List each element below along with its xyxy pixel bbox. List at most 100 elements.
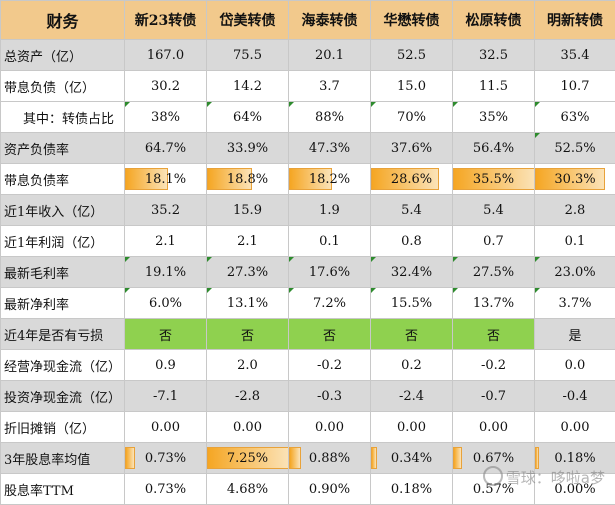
- cell-value: 13.7%: [473, 296, 514, 311]
- cell-value: 是: [568, 329, 581, 344]
- cell-value: 27.5%: [473, 265, 514, 280]
- table-cell: 19.1%: [125, 257, 207, 288]
- table-cell: 0.7: [453, 226, 535, 257]
- table-cell: 38%: [125, 102, 207, 133]
- cell-value: 2.8: [565, 203, 586, 218]
- row-label: 近1年收入（亿）: [1, 195, 125, 226]
- table-cell: 否: [371, 319, 453, 350]
- cell-value: 0.1: [319, 234, 340, 249]
- comment-marker-icon: [289, 288, 294, 293]
- header-corner: 财务: [1, 1, 125, 40]
- comment-marker-icon: [371, 288, 376, 293]
- cell-value: 0.8: [401, 234, 422, 249]
- cell-value: 3.7%: [558, 296, 591, 311]
- header-row: 财务新23转债岱美转债海泰转债华懋转债松原转债明新转债: [1, 1, 615, 40]
- cell-value: 0.90%: [309, 482, 350, 497]
- cell-value: 1.9: [319, 203, 340, 218]
- table-cell: 35.5%: [453, 164, 535, 195]
- row-label: 资产负债率: [1, 133, 125, 164]
- cell-value: 18.8%: [227, 172, 268, 187]
- table-cell: 15.5%: [371, 288, 453, 319]
- cell-value: 否: [159, 329, 172, 344]
- cell-value: 0.00: [151, 420, 180, 435]
- table-cell: 27.5%: [453, 257, 535, 288]
- table-cell: 37.6%: [371, 133, 453, 164]
- header-bond-1: 岱美转债: [207, 1, 289, 40]
- comment-marker-icon: [207, 288, 212, 293]
- table-cell: 52.5: [371, 40, 453, 71]
- table-cell: -2.4: [371, 381, 453, 412]
- row-label: 折旧摊销（亿）: [1, 412, 125, 443]
- table-cell: 0.18%: [371, 474, 453, 505]
- table-cell: 2.8: [535, 195, 615, 226]
- table-cell: 0.88%: [289, 443, 371, 474]
- comment-marker-icon: [289, 257, 294, 262]
- cell-value: 20.1: [315, 48, 344, 63]
- table-cell: 否: [125, 319, 207, 350]
- table-cell: 0.73%: [125, 474, 207, 505]
- cell-value: 52.5%: [554, 141, 595, 156]
- cell-value: 7.25%: [227, 451, 268, 466]
- cell-value: 47.3%: [309, 141, 350, 156]
- header-bond-2: 海泰转债: [289, 1, 371, 40]
- table-cell: 52.5%: [535, 133, 615, 164]
- cell-value: 0.88%: [309, 451, 350, 466]
- row-label: 其中：转债占比: [1, 102, 125, 133]
- cell-value: 2.1: [155, 234, 176, 249]
- cell-value: 32.4%: [391, 265, 432, 280]
- row-label: 股息率TTM: [1, 474, 125, 505]
- cell-value: 27.3%: [227, 265, 268, 280]
- cell-value: 0.73%: [145, 482, 186, 497]
- header-bond-4: 松原转债: [453, 1, 535, 40]
- header-bond-3: 华懋转债: [371, 1, 453, 40]
- comment-marker-icon: [453, 288, 458, 293]
- table-cell: 6.0%: [125, 288, 207, 319]
- comment-marker-icon: [535, 102, 540, 107]
- cell-value: 63%: [561, 110, 590, 125]
- comment-marker-icon: [125, 288, 130, 293]
- comment-marker-icon: [371, 257, 376, 262]
- cell-value: 35.5%: [473, 172, 514, 187]
- table-cell: 0.00: [453, 412, 535, 443]
- cell-value: 30.3%: [554, 172, 595, 187]
- cell-value: 17.6%: [309, 265, 350, 280]
- cell-value: -0.2: [481, 358, 506, 373]
- cell-value: 15.9: [233, 203, 262, 218]
- cell-value: 35%: [479, 110, 508, 125]
- cell-value: -0.3: [317, 389, 342, 404]
- cell-value: 13.1%: [227, 296, 268, 311]
- table-cell: 0.90%: [289, 474, 371, 505]
- table-cell: 32.5: [453, 40, 535, 71]
- table-cell: 32.4%: [371, 257, 453, 288]
- comment-marker-icon: [125, 257, 130, 262]
- cell-value: 56.4%: [473, 141, 514, 156]
- table-cell: 75.5: [207, 40, 289, 71]
- table-cell: 5.4: [453, 195, 535, 226]
- table-cell: 0.00: [371, 412, 453, 443]
- table-cell: -0.4: [535, 381, 615, 412]
- cell-value: 否: [405, 329, 418, 344]
- cell-value: 否: [323, 329, 336, 344]
- table-cell: 否: [289, 319, 371, 350]
- cell-value: 28.6%: [391, 172, 432, 187]
- table-cell: 15.0: [371, 71, 453, 102]
- cell-value: -0.4: [562, 389, 587, 404]
- comment-marker-icon: [453, 257, 458, 262]
- cell-value: 11.5: [479, 79, 508, 94]
- comment-marker-icon: [453, 102, 458, 107]
- row-label: 3年股息率均值: [1, 443, 125, 474]
- cell-value: 0.00: [233, 420, 262, 435]
- cell-value: 否: [241, 329, 254, 344]
- table-cell: 18.2%: [289, 164, 371, 195]
- table-cell: 23.0%: [535, 257, 615, 288]
- row-label: 最新毛利率: [1, 257, 125, 288]
- row-label: 带息负债（亿）: [1, 71, 125, 102]
- table-cell: 33.9%: [207, 133, 289, 164]
- table-cell: 15.9: [207, 195, 289, 226]
- cell-value: 75.5: [233, 48, 262, 63]
- cell-value: 15.0: [397, 79, 426, 94]
- table-cell: 64%: [207, 102, 289, 133]
